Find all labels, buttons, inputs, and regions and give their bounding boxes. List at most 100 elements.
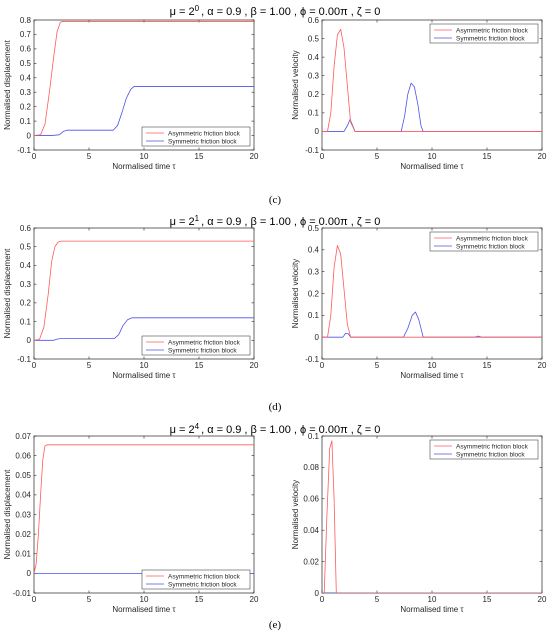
y-tick-label: 0.04 [15, 491, 31, 500]
x-tick-label: 0 [32, 152, 37, 161]
x-tick-label: 10 [140, 152, 149, 161]
y-axis-label: Normalised velocity [291, 259, 300, 328]
y-tick-label: 0.5 [308, 224, 320, 233]
y-tick-label: 0.2 [308, 289, 320, 298]
y-tick-label: 0.4 [20, 74, 32, 83]
x-tick-label: 10 [140, 595, 149, 604]
x-tick-label: 5 [375, 361, 380, 370]
x-tick-label: 10 [428, 595, 437, 604]
y-tick-label: 0.5 [20, 59, 32, 68]
y-tick-label: 0.2 [20, 299, 32, 308]
y-tick-label: 0.07 [15, 432, 31, 441]
y-tick-label: 0.6 [20, 224, 32, 233]
y-tick-label: 0 [27, 336, 32, 345]
legend-entry-label: Symmetric friction block [456, 243, 525, 250]
series-asymmetric-line [322, 440, 542, 593]
legend-box [141, 569, 251, 590]
x-axis-label: Normalised time τ [112, 605, 176, 614]
x-axis-label: Normalised time τ [400, 371, 464, 380]
axes-box [321, 435, 543, 594]
y-tick-label: 0.03 [15, 510, 31, 519]
x-tick-label: 20 [538, 361, 547, 370]
x-tick-label: 0 [320, 595, 325, 604]
y-tick-label: 0.02 [15, 530, 31, 539]
y-tick-label: -0.1 [305, 355, 319, 364]
legend-entry-label: Asymmetric friction block [456, 235, 529, 242]
row-title-d: μ = 21, α = 0.9 , β = 1.00 , ϕ = 0.00π ,… [170, 214, 381, 228]
x-tick-label: 20 [538, 152, 547, 161]
chart-panel-0: 0 5 10 15 20-0.100.10.20.30.40.50.60.70.8Nor… [3, 16, 259, 171]
x-tick-label: 0 [320, 361, 325, 370]
y-tick-label: 0.01 [15, 550, 31, 559]
x-axis-label: Normalised time τ [400, 605, 464, 614]
y-tick-label: -0.01 [13, 589, 32, 598]
x-tick-label: 10 [140, 361, 149, 370]
y-tick-label: 0 [27, 131, 32, 140]
series-asymmetric-line [322, 28, 542, 132]
y-tick-label: 0.06 [303, 495, 319, 504]
chart-panel-2: 0 5 10 15 20-0.100.10.20.30.40.50.6Normalise… [3, 224, 259, 380]
axes-box [33, 435, 255, 594]
y-tick-label: 0.1 [308, 109, 320, 118]
y-tick-label: 0.3 [308, 72, 320, 81]
row-title-e: μ = 24, α = 0.9 , β = 1.00 , ϕ = 0.00π ,… [170, 422, 381, 436]
x-tick-label: 20 [250, 152, 259, 161]
y-tick-label: 0.1 [20, 117, 32, 126]
legend-box [429, 231, 539, 252]
x-tick-label: 15 [483, 152, 492, 161]
legend-entry-label: Asymmetric friction block [168, 573, 241, 580]
x-tick-label: 20 [250, 595, 259, 604]
series-symmetric-line [34, 86, 254, 136]
series-asymmetric-line [34, 21, 254, 136]
y-tick-label: 0.05 [15, 471, 31, 480]
legend-entry-label: Symmetric friction block [168, 138, 237, 145]
caption-e: (e) [269, 619, 282, 631]
x-tick-label: 5 [87, 595, 92, 604]
y-tick-label: 0.4 [20, 261, 32, 270]
y-tick-label: 0.2 [308, 90, 320, 99]
legend-entry-label: Asymmetric friction block [168, 130, 241, 137]
legend-box [429, 439, 539, 460]
x-tick-label: 5 [375, 595, 380, 604]
x-tick-label: 10 [428, 152, 437, 161]
y-axis-label: Normalised velocity [291, 50, 300, 119]
y-tick-label: -0.1 [305, 146, 319, 155]
y-tick-label: 0 [315, 127, 320, 136]
x-tick-label: 5 [87, 152, 92, 161]
x-tick-label: 0 [32, 361, 37, 370]
y-tick-label: 0.4 [308, 53, 320, 62]
legend-entry-label: Symmetric friction block [168, 581, 237, 588]
y-tick-label: 0.4 [308, 246, 320, 255]
y-tick-label: 0.06 [15, 451, 31, 460]
caption-c: (c) [269, 194, 282, 206]
legend-entry-label: Asymmetric friction block [168, 339, 241, 346]
y-tick-label: 0.04 [303, 526, 319, 535]
x-axis-label: Normalised time τ [400, 162, 464, 171]
legend-entry-label: Asymmetric friction block [456, 443, 529, 450]
y-tick-label: 0.1 [308, 432, 320, 441]
x-tick-label: 20 [538, 595, 547, 604]
y-tick-label: 0.1 [308, 311, 320, 320]
caption-d: (d) [269, 401, 282, 413]
y-tick-label: 0.3 [20, 280, 32, 289]
y-tick-label: 0.3 [20, 88, 32, 97]
y-tick-label: 0.7 [20, 30, 32, 39]
y-tick-label: 0.08 [303, 463, 319, 472]
x-tick-label: 20 [250, 361, 259, 370]
x-tick-label: 15 [483, 595, 492, 604]
x-tick-label: 0 [32, 595, 37, 604]
legend-box [141, 126, 251, 147]
y-tick-label: 0.6 [20, 45, 32, 54]
y-tick-label: 0 [315, 589, 320, 598]
y-tick-label: 0.5 [20, 243, 32, 252]
y-tick-label: 0.8 [20, 16, 32, 25]
row-title-c: μ = 20, α = 0.9 , β = 1.00 , ϕ = 0.00π ,… [170, 4, 381, 18]
chart-panel-4: 0 5 10 15 20-0.0100.010.020.030.040.050.060.… [3, 432, 259, 614]
legend-entry-label: Symmetric friction block [168, 347, 237, 354]
